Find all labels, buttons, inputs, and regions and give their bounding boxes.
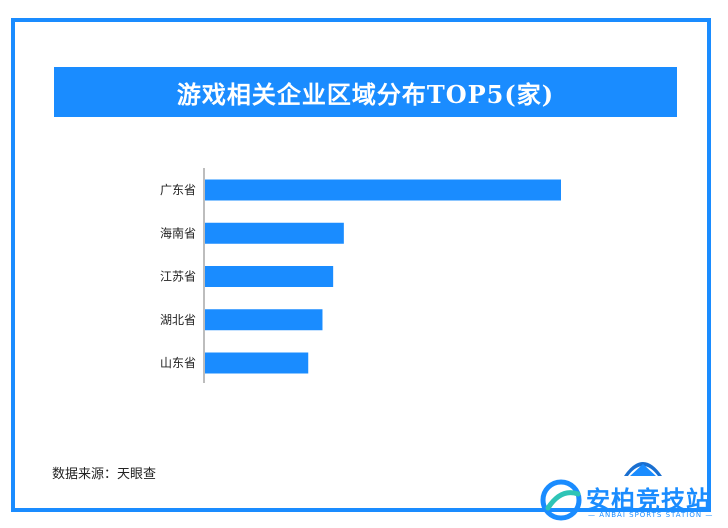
- anbai-logo-icon: [540, 462, 662, 521]
- bar-2: [205, 222, 344, 244]
- bar-3: [205, 266, 334, 287]
- category-label-2: 海南省: [160, 225, 196, 240]
- bar-1: [205, 179, 561, 201]
- logo-name: 安柏竞技站: [586, 486, 711, 514]
- data-source: 数据来源：天眼查: [52, 467, 157, 482]
- category-label-4: 湖北省: [160, 312, 196, 327]
- bar-4: [205, 309, 323, 331]
- logo-subtitle: — ANBAI SPORTS STATION —: [588, 511, 714, 519]
- category-label-1: 广东省: [160, 183, 196, 197]
- category-label-3: 江苏省: [160, 270, 196, 284]
- category-label-5: 山东省: [160, 356, 196, 370]
- bar-5: [205, 352, 309, 374]
- chart-title: 游戏相关企业区域分布TOP5(家): [54, 67, 677, 117]
